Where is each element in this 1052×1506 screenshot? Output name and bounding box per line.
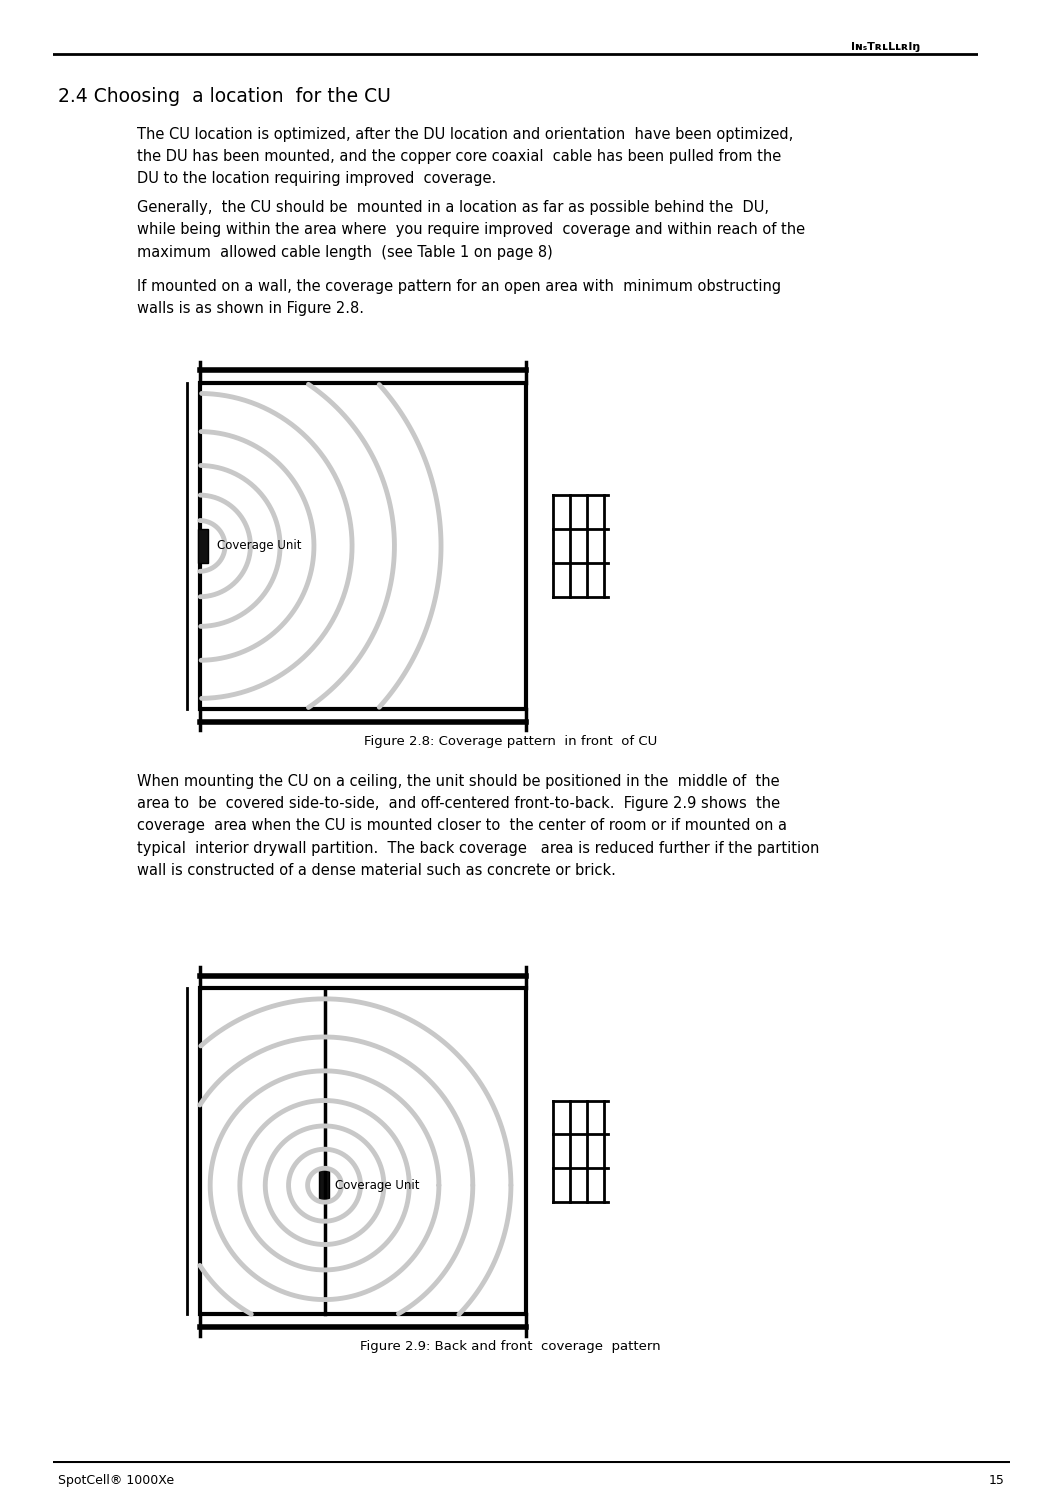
Text: Generally,  the CU should be  mounted in a location as far as possible behind th: Generally, the CU should be mounted in a… [137,200,805,259]
Text: Figure 2.9: Back and front  coverage  pattern: Figure 2.9: Back and front coverage patt… [360,1340,661,1354]
Text: 2.4 Choosing  a location  for the CU: 2.4 Choosing a location for the CU [58,87,390,107]
Text: IɴₛTʀʟLʟʀIŋ: IɴₛTʀʟLʟʀIŋ [851,42,920,53]
Text: If mounted on a wall, the coverage pattern for an open area with  minimum obstru: If mounted on a wall, the coverage patte… [137,279,781,316]
Text: The CU location is optimized, after the DU location and orientation  have been o: The CU location is optimized, after the … [137,127,793,185]
Bar [199,529,207,563]
Text: Figure 2.8: Coverage pattern  in front  of CU: Figure 2.8: Coverage pattern in front of… [364,735,656,748]
Bar [200,988,526,1315]
Text: Coverage Unit: Coverage Unit [217,539,301,553]
Text: SpotCell® 1000Xe: SpotCell® 1000Xe [58,1474,174,1488]
Bar [320,1169,329,1202]
Text: 15: 15 [989,1474,1005,1488]
Text: Coverage Unit: Coverage Unit [336,1179,420,1191]
Text: When mounting the CU on a ceiling, the unit should be positioned in the  middle : When mounting the CU on a ceiling, the u… [137,774,820,878]
Bar [200,383,526,709]
